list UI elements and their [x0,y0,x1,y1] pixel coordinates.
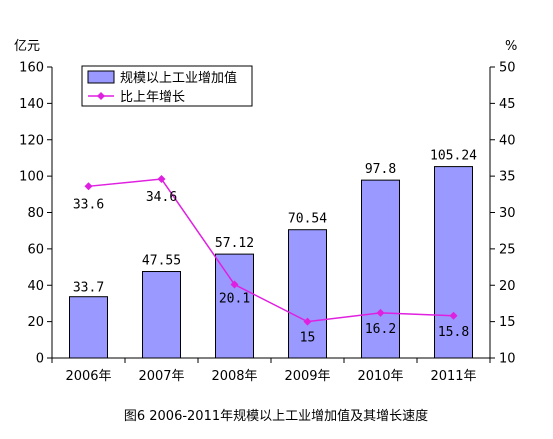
y-right-tick-label: 40 [499,133,516,148]
x-tick-label: 2008年 [211,369,257,384]
growth-line-point [303,317,312,326]
x-tick-label: 2009年 [284,369,330,384]
y-left-tick-label: 100 [19,170,44,185]
bar-value-label: 57.12 [215,236,254,251]
legend-bar-swatch [87,70,115,84]
growth-line-point [449,311,458,320]
data-labels: 33.7 47.55 57.12 70.54 97.8 105.24 33.6 34.6 20.… [73,149,477,346]
y-right-tick-label: 45 [499,97,516,112]
bar [361,179,400,359]
bar [69,296,108,359]
growth-line [84,175,458,326]
line-value-label: 34.6 [146,190,177,205]
bar-value-label: 47.55 [142,254,181,269]
y-left-tick-label: 120 [19,133,44,148]
y-right-tick-label: 25 [499,242,516,257]
y-right-tick-label: 35 [499,170,516,185]
y-left-tick-label: 80 [27,206,44,221]
bar-value-label: 105.24 [430,149,477,164]
bar [142,271,181,359]
line-value-label: 15.8 [438,325,469,340]
y-left-tick-label: 0 [36,352,44,367]
y-left-tick-label: 160 [19,61,44,76]
x-tick-label: 2007年 [138,369,184,384]
growth-line-path [88,178,454,323]
growth-line-point [84,182,93,191]
legend-bar-label: 规模以上工业增加值 [120,70,237,86]
bar [215,253,254,359]
growth-line-point [376,308,385,317]
growth-line-point [157,175,166,184]
chart-caption: 图6 2006-2011年规模以上工业增加值及其增长速度 [124,408,428,424]
line-value-label: 16.2 [365,322,396,337]
y-left-tick-label: 140 [19,97,44,112]
line-value-label: 15 [300,331,316,346]
y-left-unit: 亿元 [14,39,40,54]
axes: 0 20 40 60 80 100 120 140 160 10 15 20 25 30 35 40 45 50 2… [19,61,515,385]
bar [288,229,327,359]
y-left-tick-label: 60 [27,242,44,257]
y-right-tick-label: 15 [499,315,516,330]
y-left-tick-label: 40 [27,279,44,294]
y-right-unit: % [505,39,517,54]
y-right-tick-label: 10 [499,352,516,367]
y-right-tick-label: 20 [499,279,516,294]
y-left-tick-label: 20 [27,315,44,330]
bar-value-label: 70.54 [288,212,327,227]
bar-value-label: 97.8 [365,162,396,177]
x-tick-label: 2011年 [430,369,476,384]
y-right-tick-label: 50 [499,61,516,76]
legend-line-marker [97,92,105,100]
growth-line-point [230,280,239,289]
line-value-label: 20.1 [219,292,250,307]
y-right-tick-label: 30 [499,206,516,221]
x-tick-label: 2010年 [357,369,403,384]
bar-value-label: 33.7 [73,281,104,296]
bar [434,166,473,359]
x-tick-label: 2006年 [65,369,111,384]
bars [69,166,473,359]
line-value-label: 33.6 [73,197,104,212]
legend-line-label: 比上年增长 [120,90,185,105]
